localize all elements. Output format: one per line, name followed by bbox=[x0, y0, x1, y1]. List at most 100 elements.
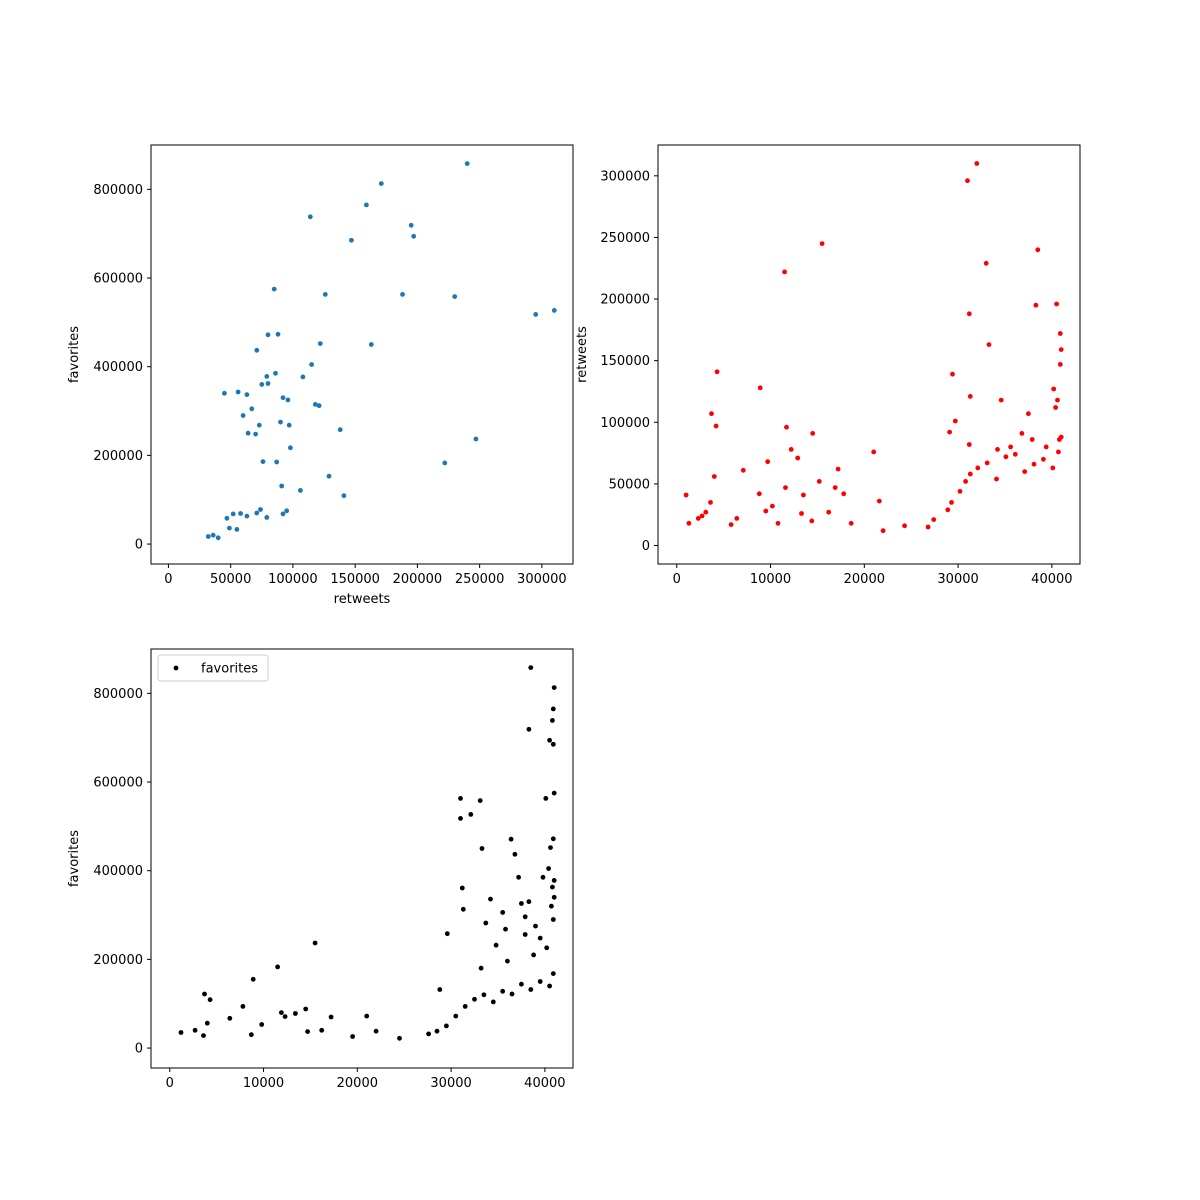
scatter-point bbox=[378, 181, 384, 187]
scatter-point bbox=[478, 965, 484, 971]
scatter-point bbox=[957, 488, 963, 494]
y-axis-label: favorites bbox=[67, 326, 82, 383]
scatter-point bbox=[809, 518, 815, 524]
scatter-point bbox=[695, 516, 701, 521]
axes-frame bbox=[150, 144, 574, 565]
scatter-point bbox=[995, 447, 1000, 452]
legend: favorites bbox=[157, 654, 269, 682]
scatter-point bbox=[364, 202, 369, 208]
scatter-point bbox=[204, 1020, 210, 1026]
y-tick-label: 800000 bbox=[93, 183, 143, 198]
scatter-point bbox=[258, 507, 263, 512]
scatter-point bbox=[728, 522, 734, 527]
scatter-point bbox=[202, 991, 207, 997]
scatter-point bbox=[528, 665, 534, 670]
y-tick-label: 400000 bbox=[93, 360, 143, 375]
scatter-point bbox=[543, 796, 549, 801]
x-tick-label: 30000 bbox=[430, 1076, 471, 1091]
y-tick-label: 800000 bbox=[93, 687, 143, 702]
scatter-point bbox=[274, 459, 280, 465]
scatter-point bbox=[540, 874, 546, 880]
scatter-point bbox=[483, 920, 489, 926]
scatter-point bbox=[550, 884, 555, 890]
scatter-point bbox=[547, 737, 552, 743]
y-tick-label: 0 bbox=[642, 539, 650, 554]
scatter-point bbox=[984, 460, 990, 466]
scatter-point bbox=[519, 981, 524, 987]
scatter-point bbox=[963, 479, 968, 484]
scatter-point bbox=[341, 493, 347, 499]
y-axis-label: favorites bbox=[67, 830, 82, 887]
scatter-point bbox=[1057, 331, 1063, 336]
scatter-point bbox=[280, 395, 286, 401]
scatter-point bbox=[288, 445, 293, 451]
scatter-point bbox=[512, 851, 518, 857]
scatter-point bbox=[925, 524, 931, 530]
scatter-point bbox=[265, 381, 271, 386]
scatter-point bbox=[192, 1027, 198, 1033]
scatter-point bbox=[949, 500, 954, 505]
scatter-point bbox=[249, 406, 255, 412]
scatter-point bbox=[522, 914, 528, 920]
scatter-point bbox=[238, 511, 244, 516]
scatter-point bbox=[876, 498, 882, 504]
scatter-point bbox=[279, 483, 285, 489]
scatter-point bbox=[282, 1014, 288, 1019]
scatter-point bbox=[551, 685, 557, 690]
scatter-point bbox=[253, 431, 258, 437]
scatter-point bbox=[234, 527, 240, 532]
scatter-point bbox=[841, 491, 847, 497]
scatter-point bbox=[966, 442, 972, 447]
scatter-point bbox=[975, 465, 981, 471]
scatter-point bbox=[279, 1010, 284, 1015]
scatter-point bbox=[816, 479, 822, 484]
scatter-point bbox=[775, 520, 781, 526]
scatter-point bbox=[300, 374, 306, 380]
scatter-point bbox=[245, 430, 251, 436]
y-tick-label: 50000 bbox=[609, 477, 650, 492]
scatter-point bbox=[983, 260, 989, 266]
scatter-point bbox=[275, 331, 281, 337]
scatter-point bbox=[259, 1022, 265, 1027]
scatter-point bbox=[473, 436, 479, 442]
scatter-point bbox=[224, 515, 230, 521]
scatter-point bbox=[950, 371, 955, 377]
scatter-point bbox=[309, 362, 314, 367]
scatter-point bbox=[1003, 454, 1009, 460]
scatter-point bbox=[848, 520, 854, 526]
scatter-point bbox=[453, 1013, 459, 1019]
scatter-point bbox=[1041, 456, 1046, 462]
x-tick-label: 0 bbox=[166, 1076, 174, 1091]
scatter-point bbox=[227, 525, 232, 531]
x-tick-label: 40000 bbox=[1031, 572, 1072, 587]
scatter-point bbox=[285, 397, 291, 403]
scatter-point bbox=[799, 511, 804, 516]
scatter-point bbox=[317, 341, 323, 346]
scatter-point bbox=[537, 979, 543, 984]
y-tick-label: 400000 bbox=[93, 864, 143, 879]
scatter-point bbox=[462, 1004, 468, 1009]
scatter-point bbox=[271, 286, 277, 292]
scatter-point bbox=[337, 427, 343, 433]
scatter-point bbox=[551, 894, 557, 900]
scatter-point bbox=[244, 513, 250, 519]
scatter-point bbox=[230, 511, 236, 517]
scatter-point bbox=[763, 508, 769, 514]
scatter-point bbox=[1057, 437, 1062, 442]
scatter-point bbox=[947, 429, 952, 435]
scatter-point bbox=[458, 796, 463, 801]
scatter-point bbox=[788, 447, 794, 452]
scatter-point bbox=[275, 964, 280, 970]
scatter-point bbox=[1043, 444, 1049, 450]
y-tick-label: 250000 bbox=[600, 231, 650, 246]
scatter-point bbox=[550, 718, 555, 723]
scatter-point bbox=[734, 516, 740, 521]
scatter-point bbox=[205, 534, 211, 539]
y-tick-label: 600000 bbox=[93, 776, 143, 791]
scatter-point bbox=[1033, 302, 1039, 308]
scatter-point bbox=[1050, 465, 1056, 471]
scatter-points bbox=[178, 665, 557, 1041]
scatter-point bbox=[550, 971, 556, 976]
scatter-point bbox=[519, 901, 524, 906]
scatter-point bbox=[711, 474, 717, 479]
